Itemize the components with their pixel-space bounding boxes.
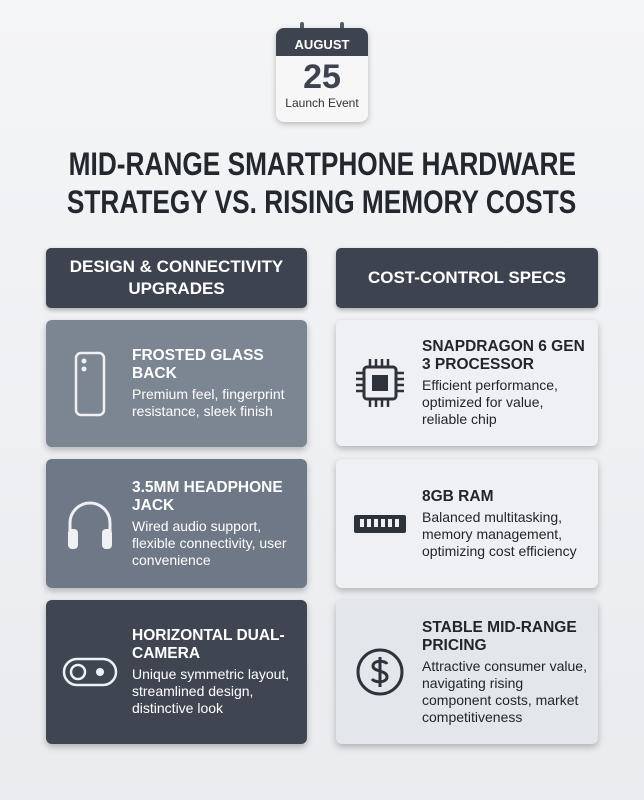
camera-icon (62, 657, 118, 687)
card-title: 3.5MM HEADPHONE JACK (132, 478, 283, 514)
ram-icon (354, 514, 406, 533)
card-title: SNAPDRAGON 6 GEN 3 PROCESSOR (422, 338, 585, 373)
column-header: DESIGN & CONNECTIVITY UPGRADES (46, 248, 307, 308)
title: MID-RANGE SMARTPHONE HARDWARE (0, 146, 644, 183)
card-title: FROSTED GLASS BACK (132, 347, 264, 382)
card: HORIZONTAL DUAL-CAMERA Unique symmetric l… (46, 600, 307, 744)
calendar-caption: Launch Event (285, 96, 359, 110)
card-description: Wired audio support, flexible connectivi… (132, 517, 287, 568)
calendar: AUGUST 25 Launch Event (276, 28, 368, 122)
card: SNAPDRAGON 6 GEN 3 PROCESSOR Efficient pe… (336, 320, 598, 446)
column-header: COST-CONTROL SPECS (336, 248, 598, 308)
title-line: STRATEGY VS. RISING MEMORY COSTS (67, 184, 577, 220)
card: STABLE MID-RANGE PRICING Attractive consu… (336, 600, 598, 744)
phone-icon (74, 351, 106, 416)
calendar-month: AUGUST (276, 28, 368, 56)
title-line: MID-RANGE SMARTPHONE HARDWARE (68, 146, 576, 182)
dollar-icon (356, 648, 404, 696)
card: 3.5MM HEADPHONE JACK Wired audio support,… (46, 459, 307, 588)
card-description: Balanced multitasking, memory management… (422, 508, 577, 559)
title: STRATEGY VS. RISING MEMORY COSTS (0, 184, 644, 221)
card: FROSTED GLASS BACK Premium feel, fingerpr… (46, 320, 307, 447)
card-title: HORIZONTAL DUAL-CAMERA (132, 627, 285, 662)
calendar-day: 25 (303, 58, 341, 96)
card: 8GB RAM Balanced multitasking, memory man… (336, 459, 598, 588)
card-description: Attractive consumer value, navigating ri… (422, 657, 587, 725)
card-title: STABLE MID-RANGE PRICING (422, 618, 577, 654)
card-description: Unique symmetric layout, streamlined des… (132, 666, 290, 716)
card-description: Efficient performance, optimized for val… (422, 377, 558, 427)
card-title: 8GB RAM (422, 487, 494, 505)
headphone-icon (68, 501, 112, 549)
card-description: Premium feel, fingerprint resistance, sl… (132, 386, 285, 419)
chip-icon (356, 359, 404, 407)
